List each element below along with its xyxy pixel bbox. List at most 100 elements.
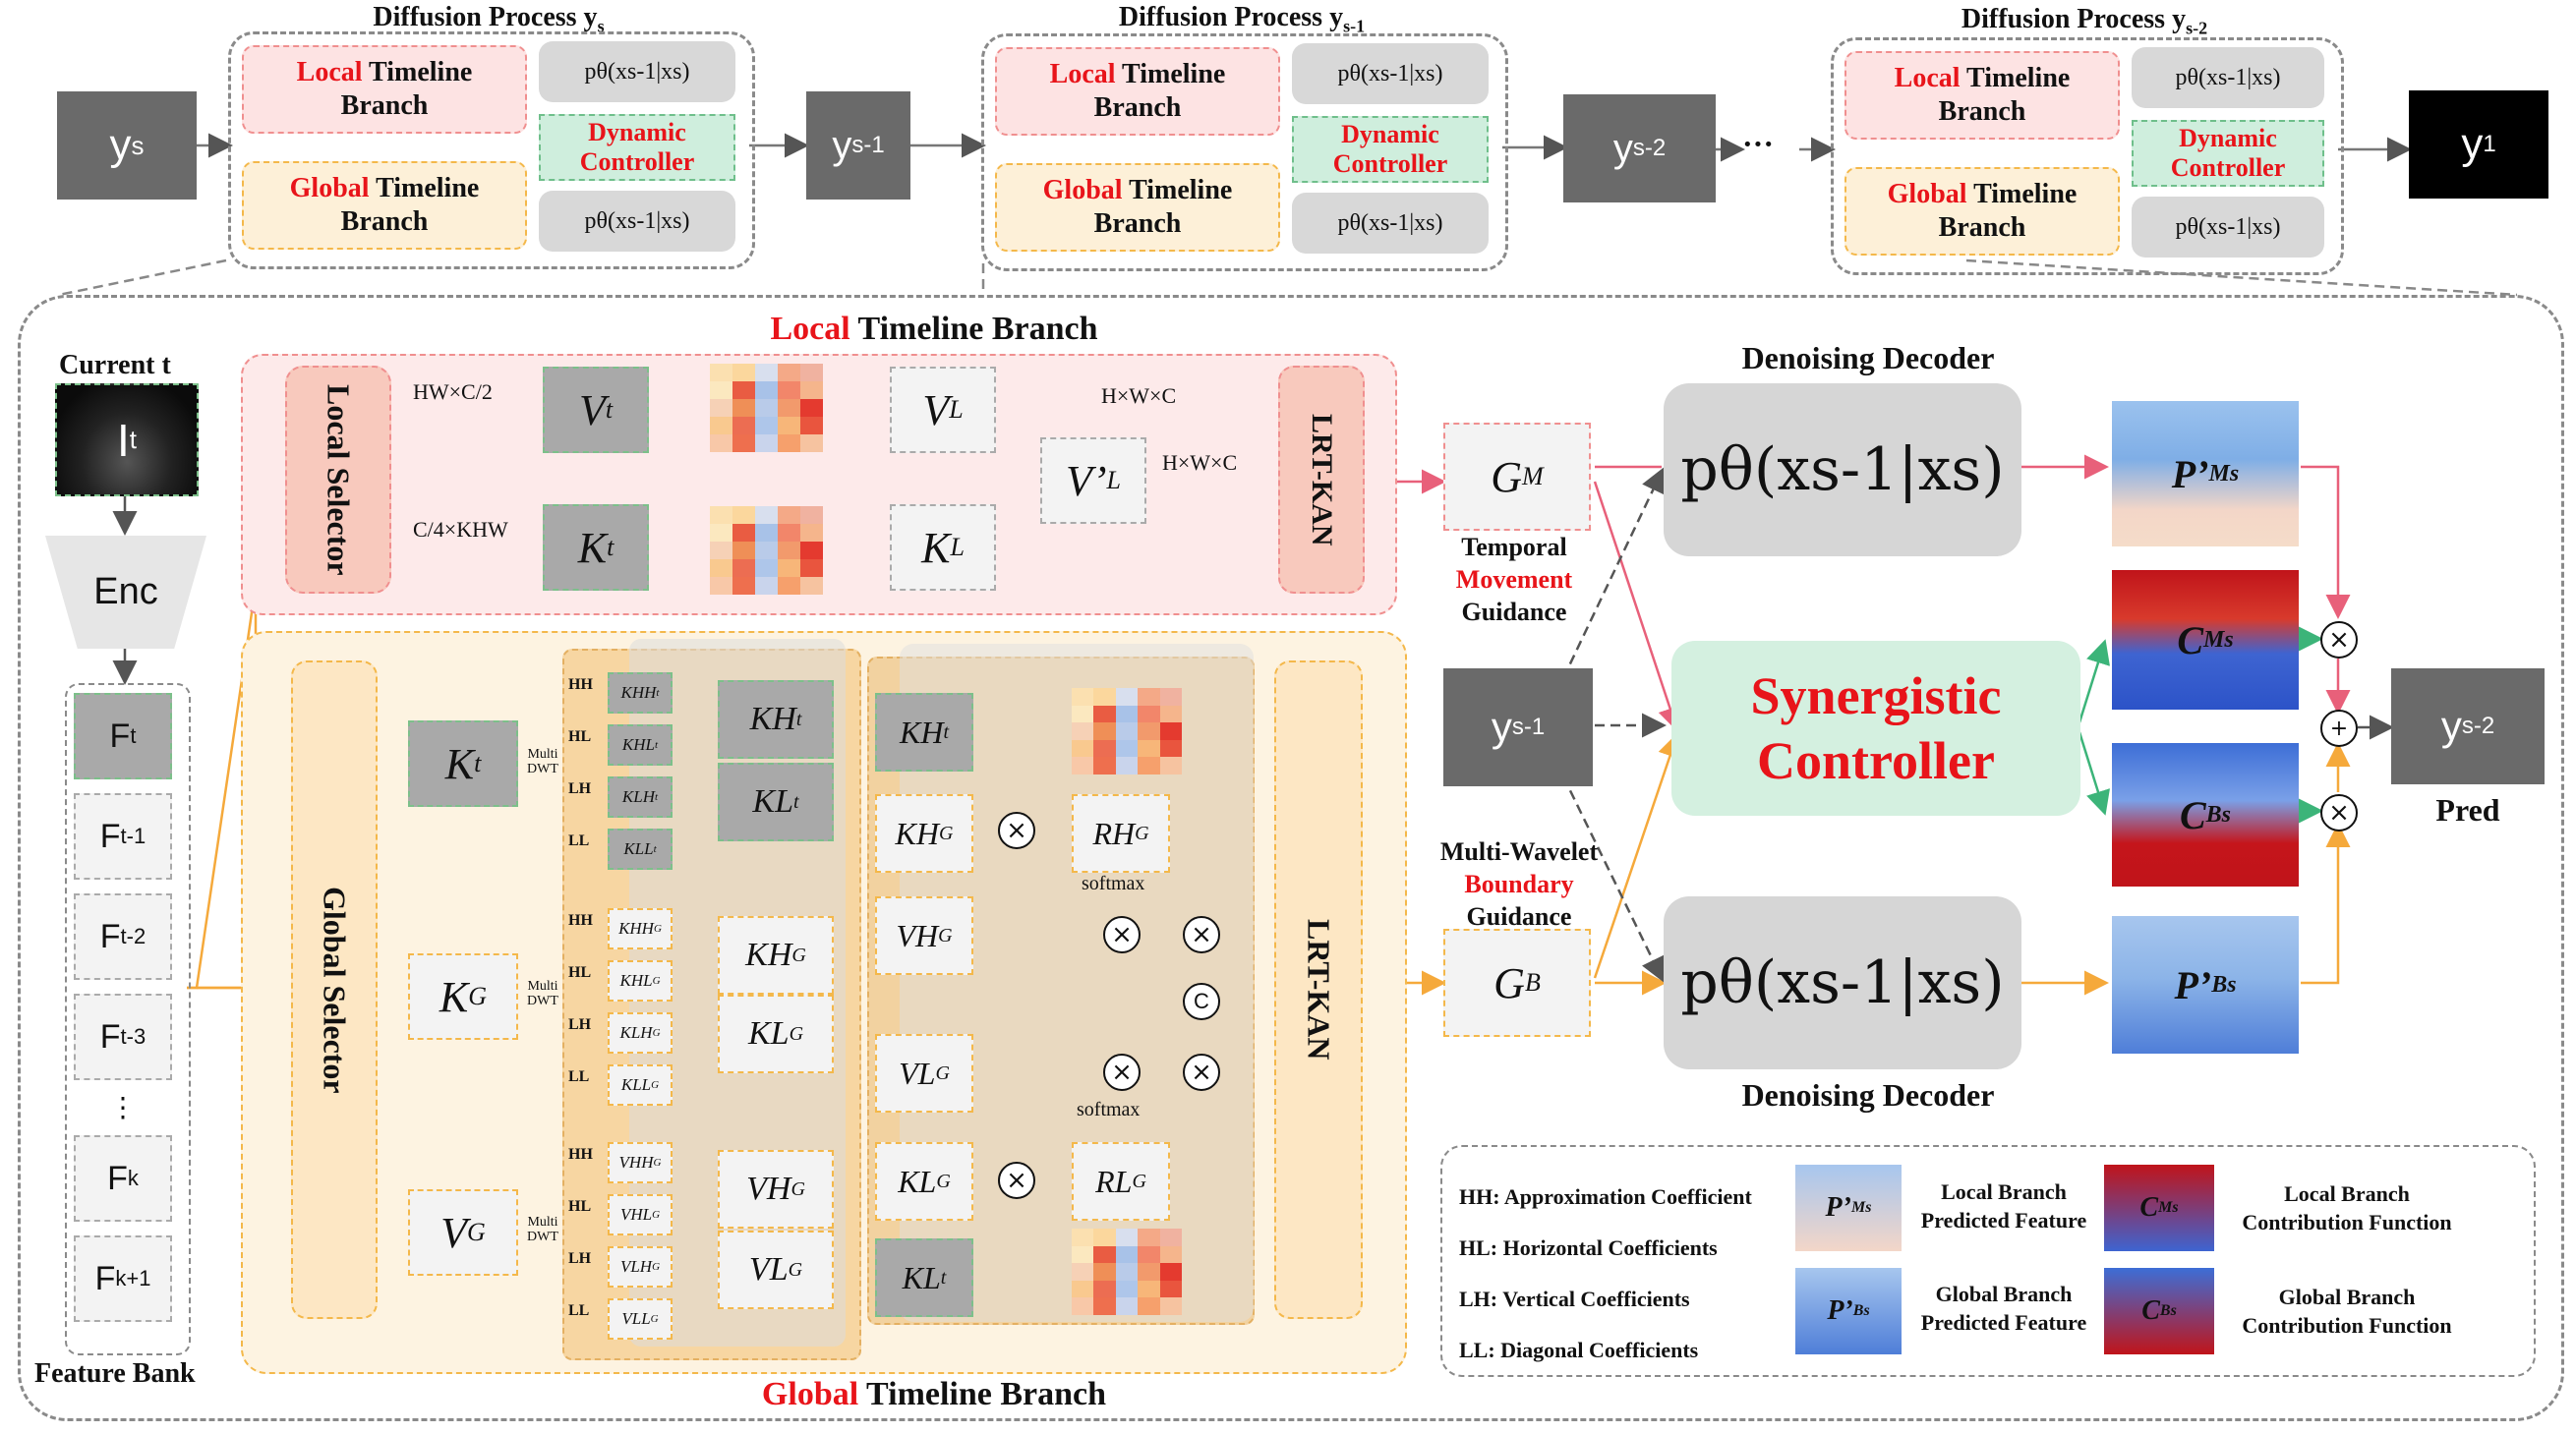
heatmap-cell — [778, 506, 800, 524]
wavelet-coefficient-box: KLL G — [608, 1064, 673, 1106]
legend-wavelet-list: HH: Approximation Coefficient HL: Horizo… — [1459, 1172, 1752, 1376]
dynamic-controller-box: Dynamic Controller — [2132, 120, 2324, 187]
heatmap-cell — [1159, 688, 1182, 706]
heatmap-cell — [732, 417, 755, 434]
heatmap-cell — [800, 542, 823, 559]
dynamic-controller-box: Dynamic Controller — [1292, 116, 1489, 183]
global-timeline-branch-box: Global Timeline Branch — [1844, 167, 2120, 256]
feature-bank-label: Feature Bank — [34, 1358, 196, 1389]
multiply-local: × — [2320, 621, 2358, 659]
heatmap-cell — [732, 364, 755, 381]
dim-hwc-b: H×W×C — [1162, 450, 1238, 475]
heatmap-cell — [1159, 1280, 1182, 1298]
heatmap-cell — [1159, 757, 1182, 774]
concat-op: C — [1183, 983, 1220, 1020]
heatmap-cell — [1159, 1263, 1182, 1281]
stage-title: Diffusion Process ys-1 — [1118, 2, 1366, 36]
heatmap-cell — [732, 559, 755, 577]
heatmap-cell — [732, 434, 755, 452]
heatmap-cell — [755, 417, 778, 434]
boundary-guidance-label: Multi-Wavelet Boundary Guidance — [1439, 837, 1599, 931]
heatmap-cell — [1115, 1297, 1139, 1315]
subband-label: LL — [568, 1068, 590, 1085]
heatmap-cell — [732, 399, 755, 417]
heatmap-cell — [1072, 1229, 1094, 1246]
wavelet-coefficient-box: KLH G — [608, 1012, 673, 1054]
ys-1-input: y s-1 — [1443, 668, 1593, 786]
heatmap-cell — [1138, 705, 1160, 723]
decoder-top: pθ(xs-1|xs) — [1664, 383, 2021, 556]
heatmap-cell — [800, 524, 823, 542]
heatmap-cell — [1159, 1297, 1182, 1315]
vpl-box: V’ L — [1040, 437, 1146, 524]
subband-label: HH — [568, 1146, 593, 1163]
heatmap-cell — [755, 577, 778, 595]
heatmap-cell — [710, 434, 732, 452]
stage-frame — [981, 33, 1508, 271]
heatmap-cell — [1115, 1229, 1139, 1246]
heatmap-cell — [1093, 739, 1116, 758]
heatmap-global-bottom — [1072, 1229, 1182, 1315]
heatmap-cell — [1093, 757, 1116, 774]
diffusion-stage-3: Diffusion Process ys-2 Local Timeline Bra… — [1831, 4, 2344, 275]
heatmap-cell — [1159, 1229, 1182, 1246]
subband-label: HL — [568, 1198, 592, 1215]
ys-sub: s — [131, 130, 145, 160]
multiply-op-rh: × — [998, 812, 1035, 849]
heatmap-cell — [1138, 739, 1160, 758]
heatmap-cell — [1115, 688, 1139, 706]
top-input-ys-1: y s-1 — [806, 91, 910, 200]
wavelet-coefficient-box: KHL G — [608, 960, 673, 1002]
legend-hh: HH: Approximation Coefficient — [1459, 1184, 1752, 1209]
heatmap-cell — [710, 381, 732, 399]
heatmap-cell — [710, 577, 732, 595]
heatmap-cell — [1138, 688, 1160, 706]
stage-frame — [1831, 37, 2344, 275]
lrt-kan-global: LRT-KAN — [1274, 660, 1363, 1319]
heatmap-cell — [1072, 1280, 1094, 1298]
subband-label: LH — [568, 1016, 592, 1033]
heatmap-cell — [755, 434, 778, 452]
legend-local-contrib-text: Local Branch Contribution Function — [2242, 1181, 2452, 1234]
kh-g-right: KH G — [875, 794, 973, 873]
softmax-bottom: softmax — [1077, 1099, 1141, 1120]
heatmap-cell — [800, 399, 823, 417]
heatmap-cell — [800, 559, 823, 577]
vl-g-mid: VL G — [718, 1231, 834, 1309]
heatmap-cell — [1115, 705, 1139, 723]
heatmap-cell — [732, 542, 755, 559]
multiply-op-l: × — [1103, 1054, 1141, 1091]
kl-g-right: KL G — [875, 1142, 973, 1221]
wavelet-coefficient-box: VHL G — [608, 1194, 673, 1235]
vh-g-right: VH G — [875, 896, 973, 975]
legend-hl: HL: Horizontal Coefficients — [1459, 1235, 1718, 1260]
heatmap-cell — [710, 559, 732, 577]
heatmap-cell — [1115, 722, 1139, 740]
heatmap-cell — [1072, 757, 1094, 774]
heatmap-cell — [1159, 1245, 1182, 1264]
heatmap-cell — [732, 381, 755, 399]
wavelet-coefficient-box: KHH G — [608, 908, 673, 949]
heatmap-cell — [710, 417, 732, 434]
global-selector: Global Selector — [291, 660, 378, 1319]
ptheta-box-bottom: pθ(xs-1|xs) — [1292, 193, 1489, 254]
heatmap-cell — [755, 559, 778, 577]
heatmap-cell — [1093, 1229, 1116, 1246]
current-t-label: Current t — [59, 350, 171, 380]
heatmap-cell — [1159, 739, 1182, 758]
heatmap-cell — [1115, 739, 1139, 758]
heatmap-cell — [710, 506, 732, 524]
heatmap-cell — [755, 364, 778, 381]
heatmap-cell — [710, 399, 732, 417]
heatmap-cell — [800, 577, 823, 595]
